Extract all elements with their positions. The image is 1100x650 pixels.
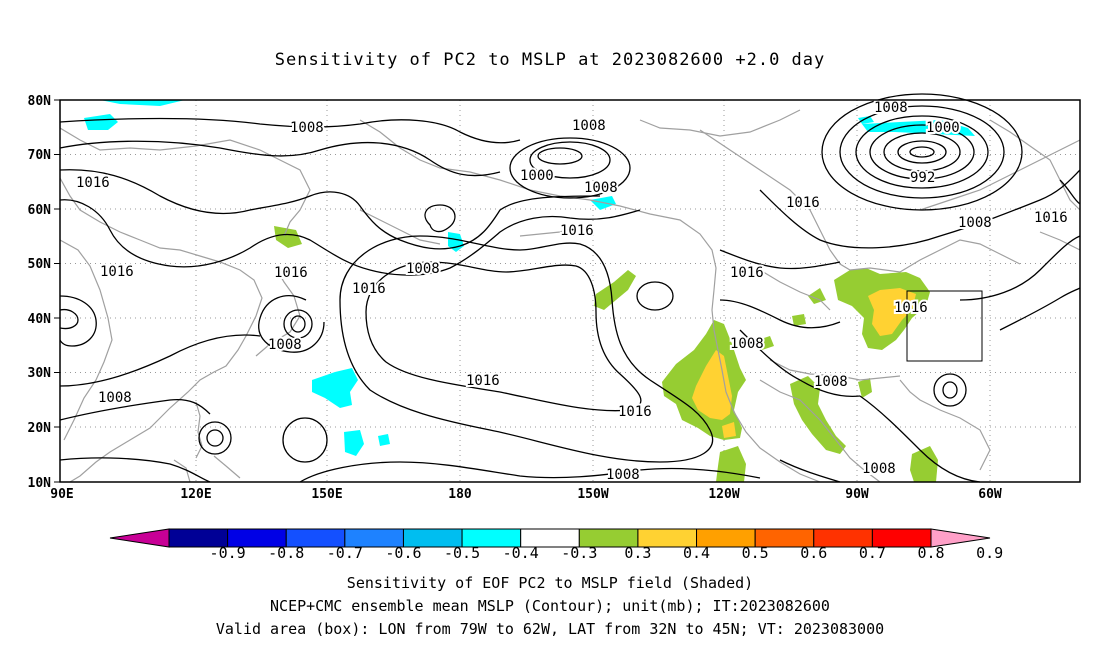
lon-label: 180 [448,487,472,502]
colorbar-label: 0.4 [683,544,710,562]
contour-label: 1016 [466,373,500,389]
colorbar-label: 0.3 [624,544,651,562]
contour-label: 1016 [1034,210,1068,226]
shade-positive [716,446,746,482]
contour-label: 1008 [268,337,302,353]
colorbar-label: 0.7 [859,544,886,562]
shade-negative [344,430,364,456]
lat-label: 70N [28,148,52,163]
colorbar-label: 0.5 [742,544,769,562]
caption-valid-area: Valid area (box): LON from 79W to 62W, L… [215,620,885,638]
contour-label: 1008 [606,467,640,483]
colorbar-label: -0.8 [268,544,304,562]
contour-label: 1016 [730,265,764,281]
contour-label: 1016 [76,175,110,191]
lon-label: 90E [50,487,73,502]
contour-label: 1016 [100,264,134,280]
colorbar-left-triangle [109,528,170,548]
mslp-contours [59,93,1081,483]
contour-label: 1016 [618,404,652,420]
contour-label: 1008 [290,120,324,136]
shade-negative [862,120,975,136]
contour-label: 1016 [786,195,820,211]
shade-positive [858,378,872,398]
valid-area-box [906,290,983,362]
chart-title: Sensitivity of PC2 to MSLP at 2023082600… [274,50,826,70]
contour-label: 992 [910,170,935,186]
colorbar-right-triangle [930,528,991,548]
colorbar-label: -0.7 [327,544,363,562]
shade-positive [594,270,636,310]
shade-negative [84,114,118,130]
contour-label: 1008 [406,261,440,277]
contour-label: 1016 [274,265,308,281]
lon-label: 150W [577,487,608,502]
lon-label: 120W [708,487,739,502]
lat-label: 10N [28,476,52,491]
contour-labels: 1008 1008 1008 1000 992 1000 1008 1016 1… [74,98,1070,485]
colorbar: -0.9 -0.8 -0.7 -0.6 -0.5 -0.4 -0.3 0.3 0.4 0.5 0.6… [109,528,1003,562]
colorbar-label: -0.6 [385,544,421,562]
shade-positive [808,288,826,304]
contour-label: 1016 [352,281,386,297]
colorbar-label: -0.4 [503,544,539,562]
lat-label: 60N [28,203,52,218]
colorbar-label: 0.9 [976,544,1003,562]
contour-label: 1008 [958,215,992,231]
colorbar-label: 0.6 [800,544,827,562]
lon-label: 60W [978,487,1002,502]
lat-label: 20N [28,421,52,436]
contour-label: 1016 [894,300,928,316]
lat-label: 30N [28,366,52,381]
shade-negative [100,100,185,106]
contour-label: 1016 [560,223,594,239]
contour-label: 1008 [572,118,606,134]
contour-label: 1008 [874,100,908,116]
map-border [59,99,1081,483]
shade-positive-strong [722,422,736,438]
lat-label: 40N [28,312,52,327]
contour-label: 1008 [584,180,618,196]
lat-labels: 80N 70N 60N 50N 40N 30N 20N 10N [28,94,52,491]
shade-positive [274,226,302,248]
sensitivity-shading [84,100,975,482]
lon-labels: 90E 120E 150E 180 150W 120W 90W 60W [50,487,1002,502]
contour-label: 1000 [520,168,554,184]
lon-label: 90W [845,487,869,502]
shade-positive [758,336,774,350]
colorbar-label: 0.8 [917,544,944,562]
lon-label: 150E [311,487,342,502]
lon-label: 120E [180,487,211,502]
contour-label: 1008 [730,336,764,352]
contour-label: 1008 [862,461,896,477]
shade-positive [792,314,806,326]
shade-negative [448,232,464,252]
colorbar-label: -0.5 [444,544,480,562]
axis-ticks [54,99,60,483]
shade-negative [378,434,390,446]
contour-label: 1000 [926,120,960,136]
lat-label: 80N [28,94,52,109]
shade-positive-strong [868,288,916,336]
contour-label: 1008 [98,390,132,406]
lat-label: 50N [28,257,52,272]
caption-contour: NCEP+CMC ensemble mean MSLP (Contour); u… [270,597,830,615]
colorbar-label: -0.9 [210,544,246,562]
shade-negative [858,116,874,124]
colorbar-label: -0.3 [561,544,597,562]
caption-shading: Sensitivity of EOF PC2 to MSLP field (Sh… [346,574,754,592]
shade-negative [312,368,358,408]
shade-positive [910,446,938,482]
contour-label: 1008 [814,374,848,390]
